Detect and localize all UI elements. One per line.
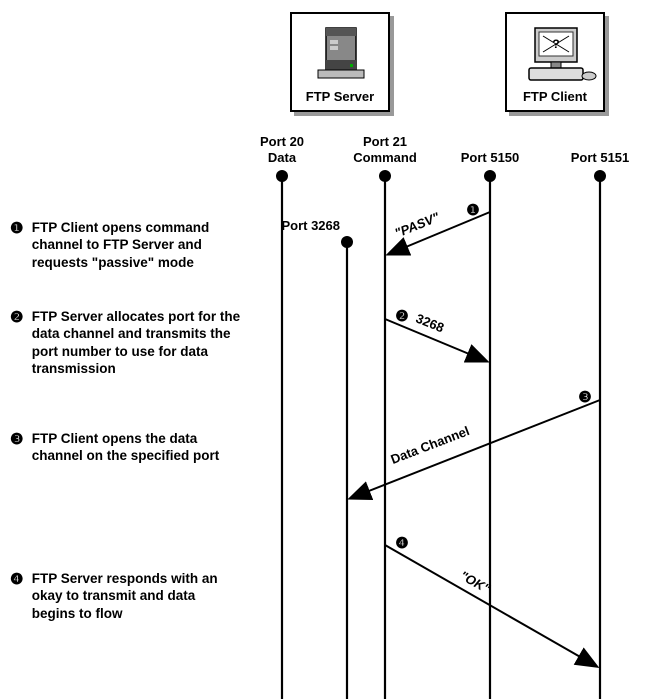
arrow4-badge: ❹	[395, 534, 408, 552]
diagram-container: { "boxes": { "server": { "x": 290, "y": …	[0, 0, 645, 699]
sequence-lines	[0, 0, 645, 699]
arrow2-badge: ❷	[395, 307, 408, 325]
arrow3-badge: ❸	[578, 388, 591, 406]
arrow1-badge: ❶	[466, 201, 479, 219]
